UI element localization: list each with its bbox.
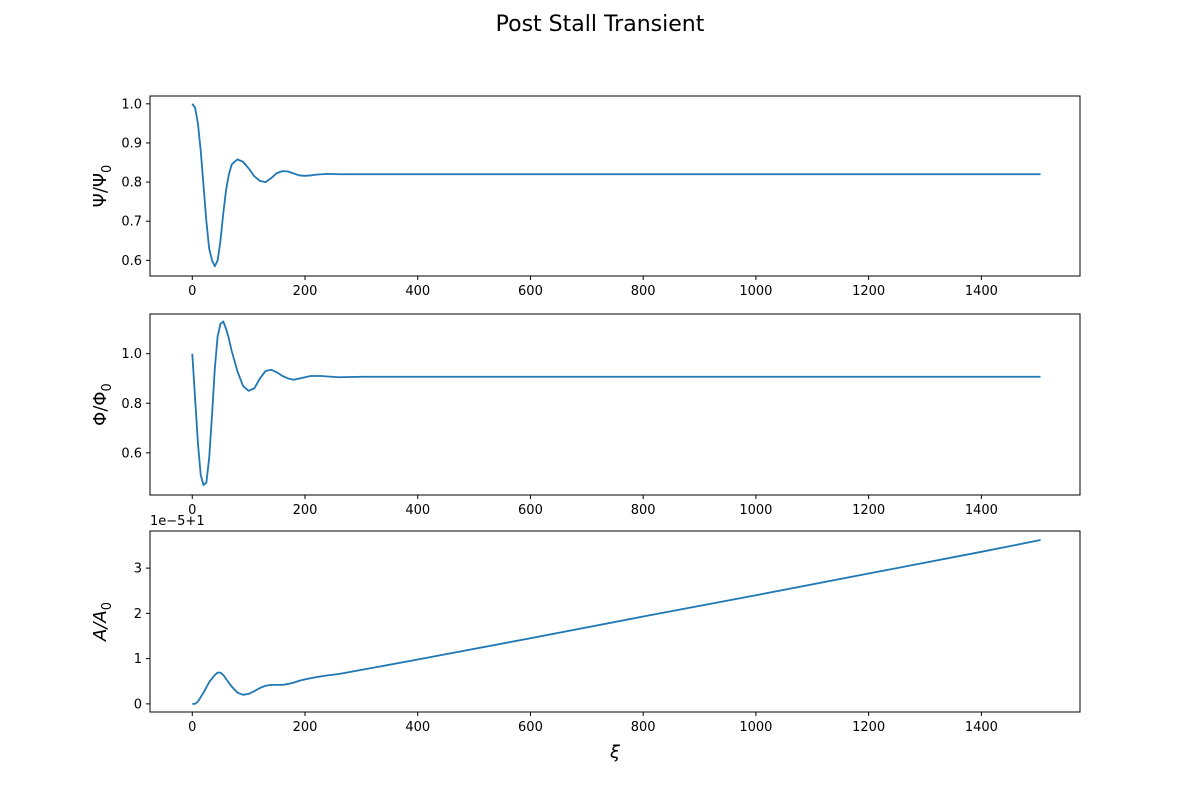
- x-tick-label: 1000: [739, 720, 772, 735]
- x-tick-label: 0: [188, 503, 196, 518]
- x-tick-label: 800: [631, 284, 656, 299]
- y-tick-label: 0.9: [121, 136, 142, 151]
- x-tick-label: 600: [518, 503, 543, 518]
- x-tick-label: 1400: [965, 720, 998, 735]
- x-tick-label: 400: [405, 720, 430, 735]
- subplot-3: 0 200 400 600 800 1000 1200 1400 0 1 2 3 A/A0 1e−5+1 ξ: [90, 514, 1081, 763]
- y-tick-label: 0.7: [121, 215, 142, 230]
- x-tick-label: 800: [631, 503, 656, 518]
- x-tick-label: 400: [405, 503, 430, 518]
- y-tick-label: 2: [134, 607, 142, 622]
- y-tick-label: 1.0: [121, 97, 142, 112]
- x-tick-label: 0: [188, 284, 196, 299]
- x-tick-label: 600: [518, 720, 543, 735]
- axes-frame: [149, 313, 1081, 496]
- chart-title: Post Stall Transient: [495, 12, 705, 37]
- x-tick-label: 200: [293, 284, 318, 299]
- x-tick-label: 1200: [852, 720, 885, 735]
- series-line: [192, 539, 1041, 705]
- y-axis-label: Φ/Φ0: [90, 383, 115, 426]
- y-axis-label: A/A0: [90, 602, 115, 642]
- x-tick-label: 1200: [852, 503, 885, 518]
- x-tick-label: 800: [631, 720, 656, 735]
- y-tick-label: 0.8: [121, 397, 142, 412]
- x-tick-label: 400: [405, 284, 430, 299]
- y-tick-label: 0: [134, 697, 142, 712]
- x-tick-label: 200: [293, 503, 318, 518]
- x-tick-label: 0: [188, 720, 196, 735]
- y-axis-label: Ψ/Ψ0: [90, 165, 115, 208]
- axes-frame: [149, 530, 1081, 713]
- offset-text: 1e−5+1: [150, 514, 205, 529]
- subplot-1: 0 200 400 600 800 1000 1200 1400 0.6 0.7 0.8 0.9 1.0…: [90, 95, 1081, 299]
- x-tick-label: 200: [293, 720, 318, 735]
- y-tick-label: 0.8: [121, 176, 142, 191]
- axes-frame: [149, 95, 1081, 277]
- y-tick-label: 0.6: [121, 254, 142, 269]
- y-tick-label: 1: [134, 652, 142, 667]
- subplot-2: 0 200 400 600 800 1000 1200 1400 0.6 0.8 1.0 Φ/Φ0: [90, 313, 1081, 518]
- x-tick-label: 1200: [852, 284, 885, 299]
- x-tick-label: 1400: [965, 284, 998, 299]
- x-tick-label: 600: [518, 284, 543, 299]
- x-tick-label: 1000: [739, 284, 772, 299]
- series-line: [191, 320, 1041, 486]
- series-line: [191, 103, 1041, 268]
- x-tick-label: 1000: [739, 503, 772, 518]
- y-tick-label: 3: [134, 562, 142, 577]
- x-axis-label: ξ: [609, 742, 621, 763]
- x-tick-label: 1400: [965, 503, 998, 518]
- y-tick-label: 1.0: [121, 347, 142, 362]
- y-tick-label: 0.6: [121, 446, 142, 461]
